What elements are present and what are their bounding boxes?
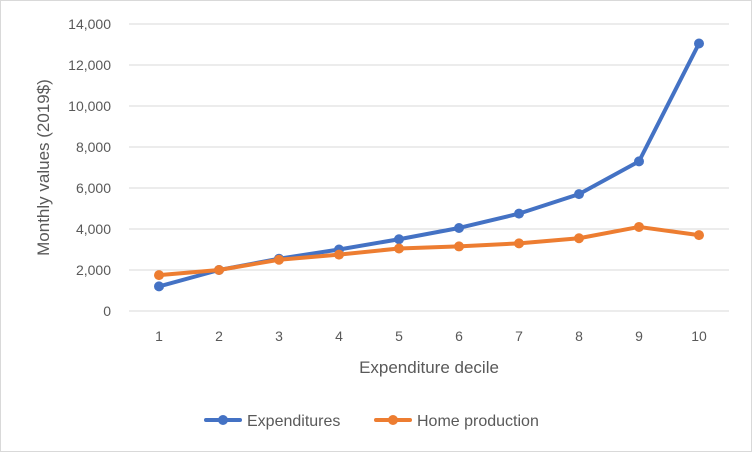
data-point [634, 156, 644, 167]
y-tick-label: 10,000 [68, 98, 111, 114]
series-line [157, 224, 701, 278]
gridlines [129, 23, 729, 271]
x-axis-ticks: 1 2 3 4 5 6 7 8 9 10 [155, 328, 707, 344]
legend-marker [218, 415, 228, 425]
x-tick-label: 6 [455, 328, 463, 344]
data-point [634, 221, 644, 232]
x-tick-label: 10 [691, 328, 707, 344]
y-tick-label: 14,000 [68, 16, 111, 32]
legend: Expenditures Home production [204, 413, 539, 430]
y-tick-label: 6,000 [76, 180, 111, 196]
x-tick-label: 7 [515, 328, 523, 344]
legend-marker [388, 415, 398, 425]
x-tick-label: 1 [155, 328, 163, 344]
y-tick-label: 2,000 [76, 262, 111, 278]
x-tick-label: 2 [215, 328, 223, 344]
y-axis-ticks: 0 2,000 4,000 6,000 8,000 10,000 12,000 14,000 [68, 16, 111, 319]
x-tick-label: 5 [395, 328, 403, 344]
data-point [334, 249, 344, 260]
series [154, 38, 704, 292]
series-line [157, 41, 701, 289]
data-point [694, 38, 704, 49]
data-point [214, 265, 224, 275]
data-point [454, 241, 464, 252]
x-tick-label: 4 [335, 328, 343, 344]
y-tick-label: 4,000 [76, 221, 111, 237]
data-point [694, 230, 704, 241]
x-tick-label: 8 [575, 328, 583, 344]
data-point [274, 254, 284, 265]
series-home-production [154, 221, 704, 281]
data-point [394, 243, 404, 254]
legend-item: Home production [374, 413, 539, 430]
legend-label: Expenditures [247, 413, 340, 430]
x-tick-label: 9 [635, 328, 643, 344]
series-expenditures [154, 38, 704, 292]
data-point [514, 238, 524, 249]
y-tick-label: 8,000 [76, 139, 111, 155]
y-tick-label: 12,000 [68, 57, 111, 73]
y-axis-title: Monthly values (2019$) [34, 79, 53, 256]
data-point [514, 208, 524, 219]
legend-item: Expenditures [204, 413, 340, 430]
y-tick-label: 0 [103, 303, 111, 319]
legend-label: Home production [417, 413, 539, 430]
data-point [574, 189, 584, 200]
data-point [394, 234, 404, 245]
data-point [454, 222, 464, 233]
x-tick-label: 3 [275, 328, 283, 344]
x-axis-title: Expenditure decile [359, 358, 499, 377]
data-point [154, 270, 164, 281]
data-point [154, 281, 164, 292]
data-point [574, 233, 584, 244]
